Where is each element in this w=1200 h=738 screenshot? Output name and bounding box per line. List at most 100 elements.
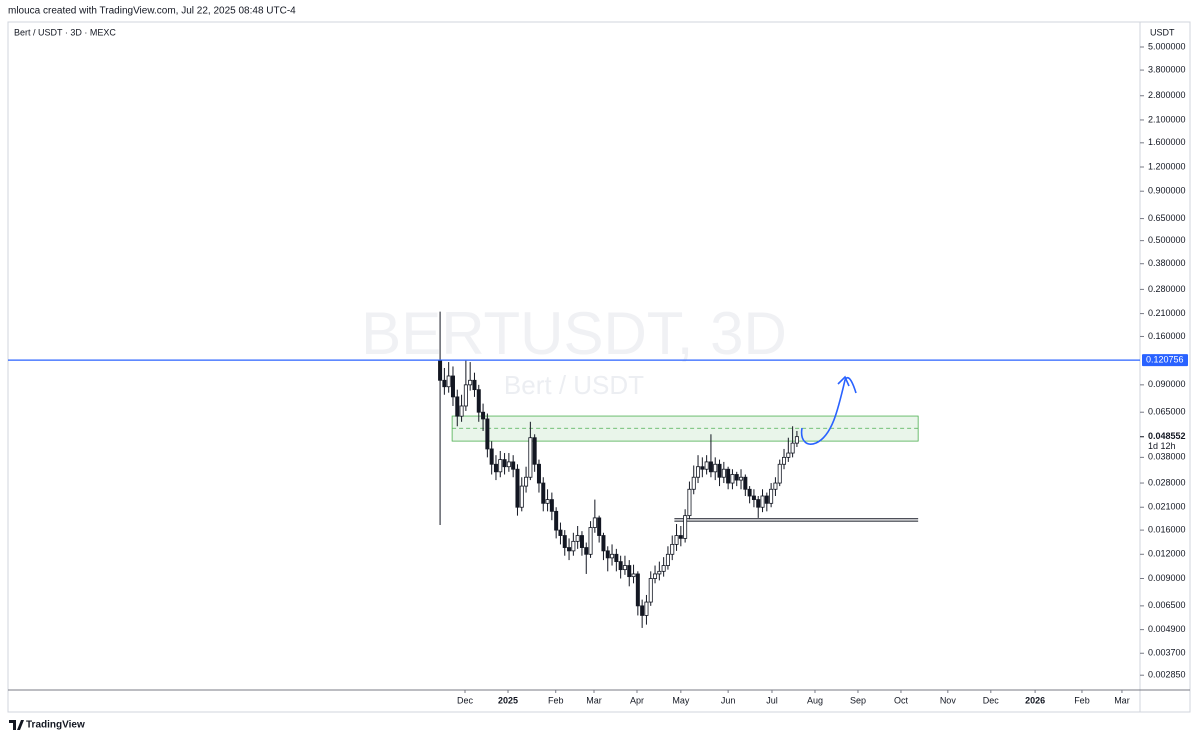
candle-body bbox=[459, 405, 464, 417]
currency: USDT bbox=[1150, 27, 1175, 37]
y-tick-label: 0.500000 bbox=[1148, 235, 1186, 245]
candle-body bbox=[549, 499, 554, 512]
y-tick-label: 0.380000 bbox=[1148, 258, 1186, 268]
candle-body bbox=[567, 547, 572, 552]
candle-body bbox=[751, 495, 756, 500]
logo-mark bbox=[9, 720, 24, 730]
candle-body bbox=[506, 461, 511, 468]
candle-body bbox=[665, 553, 670, 566]
candle-body bbox=[696, 466, 701, 478]
countdown: 1d 12h bbox=[1148, 441, 1176, 451]
candle-body bbox=[601, 535, 606, 552]
candle-body bbox=[678, 535, 683, 539]
y-tick-label: 0.065000 bbox=[1148, 407, 1186, 417]
y-tick-label: 0.016000 bbox=[1148, 524, 1186, 534]
candle-body bbox=[450, 375, 455, 398]
candle-body bbox=[588, 527, 593, 555]
candle-body bbox=[442, 379, 447, 388]
x-tick-label: Apr bbox=[630, 695, 644, 705]
x-tick-label: Mar bbox=[1114, 695, 1130, 705]
y-tick-label: 0.210000 bbox=[1148, 308, 1186, 318]
x-tick-label: Jul bbox=[766, 695, 778, 705]
candle-body bbox=[687, 488, 692, 517]
candle-body bbox=[653, 573, 658, 579]
candle-body bbox=[730, 474, 735, 484]
candle-body bbox=[769, 488, 774, 504]
y-tick-label: 1.200000 bbox=[1148, 161, 1186, 171]
plot bbox=[438, 311, 919, 628]
candle-body bbox=[541, 482, 546, 504]
candle-body bbox=[726, 468, 731, 484]
logo: TradingView bbox=[9, 720, 85, 731]
x-tick-label: 2025 bbox=[498, 695, 518, 705]
candle-body bbox=[481, 411, 486, 420]
y-tick-label: 5.000000 bbox=[1148, 41, 1186, 51]
candle-body bbox=[554, 510, 559, 531]
y-tick-label: 0.002850 bbox=[1148, 670, 1186, 680]
candle-body bbox=[519, 485, 524, 508]
candle-body bbox=[764, 495, 769, 504]
y-tick-label: 0.028000 bbox=[1148, 477, 1186, 487]
candle-body bbox=[614, 553, 619, 563]
candle-body bbox=[532, 437, 537, 465]
candle-body bbox=[528, 437, 533, 478]
candle-body bbox=[558, 529, 563, 536]
candle-body bbox=[511, 461, 516, 470]
y-tick-label: 0.280000 bbox=[1148, 284, 1186, 294]
candle-body bbox=[545, 499, 550, 504]
candle-body bbox=[476, 389, 481, 413]
y-tick-label: 0.003700 bbox=[1148, 648, 1186, 658]
candle-body bbox=[498, 459, 503, 473]
candle-body bbox=[610, 553, 615, 559]
candle-body bbox=[790, 442, 795, 454]
candle-body bbox=[773, 482, 778, 490]
drawn-arrow bbox=[800, 376, 857, 445]
y-tick-label: 0.012000 bbox=[1148, 549, 1186, 559]
last-price-label: 0.048552 bbox=[1148, 431, 1186, 441]
x-tick-label: 2026 bbox=[1025, 695, 1045, 705]
candle-body bbox=[575, 535, 580, 542]
frame bbox=[7, 21, 1191, 713]
y-tick-label: 3.800000 bbox=[1148, 64, 1186, 74]
candle-body bbox=[704, 461, 709, 470]
candle-body bbox=[485, 418, 490, 450]
candle-body bbox=[455, 396, 460, 417]
y-tick-label: 0.038000 bbox=[1148, 452, 1186, 462]
candle-body bbox=[691, 476, 696, 490]
candle-body bbox=[622, 565, 627, 571]
candle-body bbox=[670, 543, 675, 555]
candle-body bbox=[739, 476, 744, 481]
x-tick-label: Mar bbox=[586, 695, 602, 705]
header: mlouca created with TradingView.com, Jul… bbox=[8, 6, 296, 17]
x-tick-label: May bbox=[672, 695, 690, 705]
candle-body bbox=[747, 488, 752, 497]
candle-body bbox=[640, 605, 645, 616]
candle-body bbox=[584, 547, 589, 555]
candle-body bbox=[502, 459, 507, 468]
x-tick-label: Dec bbox=[457, 695, 474, 705]
candle-body bbox=[743, 476, 748, 490]
y-tick-label: 0.900000 bbox=[1148, 186, 1186, 196]
candle-body bbox=[794, 436, 799, 444]
candle-body bbox=[717, 463, 722, 478]
candle-body bbox=[683, 515, 688, 539]
candle-body bbox=[631, 573, 636, 578]
y-tick-label: 0.090000 bbox=[1148, 379, 1186, 389]
watermark-sub: Bert / USDT bbox=[504, 370, 644, 400]
x-tick-label: Sep bbox=[850, 695, 866, 705]
x-tick-label: Nov bbox=[940, 695, 957, 705]
candle-body bbox=[536, 463, 541, 484]
candle-body bbox=[463, 384, 468, 407]
drawn-arrow-head bbox=[837, 375, 850, 387]
x-tick-label: Feb bbox=[548, 695, 564, 705]
candle-body bbox=[648, 578, 653, 603]
candle-body bbox=[579, 535, 584, 548]
y-tick-label: 0.006500 bbox=[1148, 600, 1186, 610]
y-tick-label: 2.100000 bbox=[1148, 114, 1186, 124]
candle-body bbox=[721, 468, 726, 478]
chart-title: Bert / USDT · 3D · MEXC bbox=[14, 27, 116, 37]
y-tick-label: 1.600000 bbox=[1148, 137, 1186, 147]
